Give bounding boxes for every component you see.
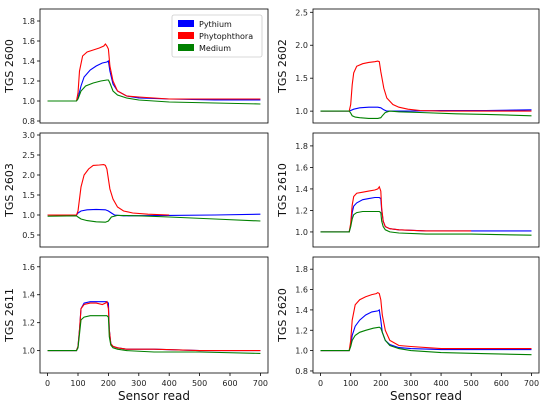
- series-line-medium: [320, 326, 532, 356]
- plot-frame: [39, 132, 269, 248]
- legend-entry: Pythium: [199, 20, 232, 29]
- y-tick-label: 1.0: [295, 347, 308, 356]
- legend-swatch: [178, 44, 194, 51]
- series-line-phytophthora: [320, 60, 532, 112]
- x-tick-label: 600: [494, 379, 509, 388]
- y-tick-label: 1.6: [22, 37, 35, 46]
- x-tick-label: 500: [192, 379, 207, 388]
- y-tick-label: 1.4: [295, 306, 308, 315]
- y-axis-label: TGS 2602: [276, 39, 289, 94]
- y-tick-label: 1.0: [22, 347, 35, 356]
- y-tick-label: 1.2: [295, 326, 308, 335]
- series-line-phytophthora: [320, 185, 472, 233]
- plot-frame: [39, 256, 269, 374]
- x-tick-label: 200: [373, 379, 388, 388]
- y-tick-label: 1.2: [22, 77, 35, 86]
- x-tick-label: 100: [70, 379, 85, 388]
- y-tick-label: 1.5: [295, 74, 308, 83]
- x-tick-label: 200: [101, 379, 116, 388]
- series-line-pythium: [47, 60, 261, 102]
- y-tick-label: 1.8: [295, 265, 308, 274]
- x-tick-label: 400: [162, 379, 177, 388]
- series-line-phytophthora: [47, 43, 261, 102]
- y-axis-label: TGS 2620: [276, 288, 289, 343]
- y-tick-label: 2.0: [22, 171, 35, 180]
- y-tick-label: 1.6: [22, 263, 35, 272]
- y-tick-label: 3.0: [22, 131, 35, 140]
- y-axis-label: TGS 2610: [276, 163, 289, 218]
- x-tick-label: 0: [45, 379, 50, 388]
- x-tick-label: 0: [318, 379, 323, 388]
- chart-panel-3: 0.5 1.0 1.5 2.0 2.5 3.0 TGS 2603: [3, 131, 269, 248]
- y-tick-label: 1.0: [22, 97, 35, 106]
- x-tick-label: 300: [131, 379, 146, 388]
- plot-frame: [312, 256, 540, 374]
- series-line-medium: [47, 315, 261, 354]
- y-tick-label: 1.0: [295, 228, 308, 237]
- plot-frame: [39, 8, 269, 124]
- y-tick-label: 0.8: [22, 117, 35, 126]
- legend-entry: Medium: [199, 44, 231, 53]
- x-tick-label: 600: [222, 379, 237, 388]
- y-tick-label: 1.5: [22, 191, 35, 200]
- series-line-medium: [47, 214, 261, 223]
- y-axis-label: TGS 2603: [3, 163, 16, 218]
- x-tick-label: 700: [524, 379, 539, 388]
- series-line-pythium: [320, 308, 532, 352]
- series-line-pythium: [47, 208, 261, 217]
- y-tick-label: 1.4: [295, 185, 308, 194]
- legend: Pythium Phytophthora Medium: [171, 14, 263, 58]
- y-tick-label: 1.8: [22, 17, 35, 26]
- y-tick-label: 1.6: [295, 286, 308, 295]
- y-tick-label: 1.0: [22, 211, 35, 220]
- x-axis-label: Sensor read: [118, 389, 190, 403]
- y-tick-label: 1.4: [22, 291, 35, 300]
- plot-frame: [312, 132, 540, 248]
- legend-entry: Phytophthora: [199, 32, 253, 41]
- y-tick-label: 0.5: [22, 231, 35, 240]
- chart-panel-4: 1.0 1.2 1.4 1.6 1.8 TGS 2610: [276, 132, 540, 248]
- y-tick-label: 1.2: [295, 206, 308, 215]
- x-tick-label: 300: [403, 379, 418, 388]
- x-tick-label: 400: [433, 379, 448, 388]
- x-tick-label: 500: [464, 379, 479, 388]
- x-axis-label: Sensor read: [390, 389, 462, 403]
- chart-panel-2: 1.0 1.5 2.0 2.5 TGS 2602: [276, 8, 540, 124]
- y-tick-label: 1.8: [295, 142, 308, 151]
- series-line-medium: [320, 110, 532, 119]
- plot-frame: [312, 8, 540, 124]
- y-tick-label: 1.2: [22, 319, 35, 328]
- y-tick-label: 1.6: [295, 163, 308, 172]
- x-tick-label: 100: [343, 379, 358, 388]
- chart-panel-5: 1.0 1.2 1.4 1.6 0 100 200 300 400 500 600 700 TGS 26…: [3, 256, 269, 403]
- series-line-phytophthora: [47, 300, 261, 352]
- chart-panel-1: 0.8 1.0 1.2 1.4 1.6 1.8 TGS 2600 Pythium Phytoph…: [3, 8, 269, 126]
- series-line-phytophthora: [47, 164, 170, 216]
- chart-panel-6: 0.8 1.0 1.2 1.4 1.6 1.8 0 100 200 300 400 500 600 700…: [276, 256, 540, 403]
- series-line-medium: [47, 79, 261, 105]
- legend-box: [171, 14, 263, 58]
- legend-swatch: [178, 20, 194, 27]
- y-axis-label: TGS 2611: [3, 288, 16, 343]
- y-tick-label: 2.5: [295, 8, 308, 17]
- y-tick-label: 2.0: [295, 41, 308, 50]
- legend-swatch: [178, 32, 194, 39]
- y-tick-label: 1.0: [295, 107, 308, 116]
- x-tick-label: 700: [253, 379, 268, 388]
- y-tick-label: 1.4: [22, 57, 35, 66]
- series-line-medium: [320, 210, 532, 236]
- series-line-phytophthora: [320, 291, 532, 352]
- y-axis-label: TGS 2600: [3, 39, 16, 94]
- y-tick-label: 0.8: [295, 367, 308, 376]
- y-tick-label: 2.5: [22, 151, 35, 160]
